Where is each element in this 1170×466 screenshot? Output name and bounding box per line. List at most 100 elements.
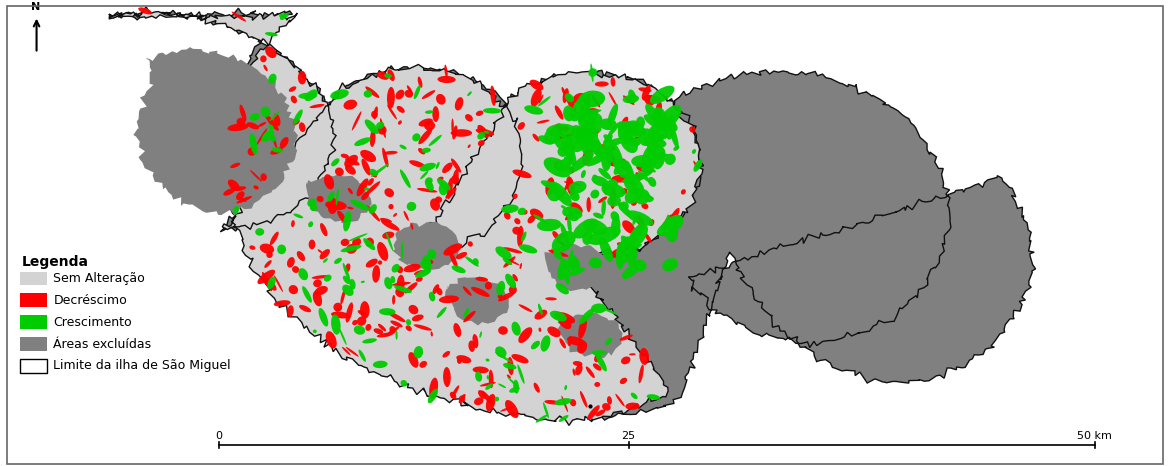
Ellipse shape [415, 269, 431, 278]
Ellipse shape [511, 354, 529, 363]
Ellipse shape [454, 323, 461, 337]
Ellipse shape [644, 159, 653, 178]
Text: Legenda: Legenda [22, 255, 89, 269]
Ellipse shape [538, 135, 553, 145]
Ellipse shape [631, 393, 638, 399]
Ellipse shape [418, 148, 425, 154]
Ellipse shape [495, 397, 500, 401]
Ellipse shape [386, 232, 393, 251]
Ellipse shape [620, 335, 633, 341]
Polygon shape [109, 7, 703, 425]
Ellipse shape [620, 377, 627, 384]
Ellipse shape [373, 106, 378, 120]
Ellipse shape [397, 106, 405, 113]
Ellipse shape [572, 141, 585, 152]
Ellipse shape [365, 238, 374, 247]
Ellipse shape [503, 247, 522, 254]
Ellipse shape [625, 160, 636, 190]
Ellipse shape [599, 237, 613, 262]
Ellipse shape [569, 152, 594, 173]
Ellipse shape [490, 86, 496, 106]
Ellipse shape [570, 399, 577, 406]
Ellipse shape [363, 238, 376, 250]
Ellipse shape [248, 147, 256, 156]
Ellipse shape [292, 266, 300, 273]
Ellipse shape [580, 391, 587, 408]
Ellipse shape [509, 387, 519, 393]
Ellipse shape [473, 258, 479, 266]
Ellipse shape [266, 115, 278, 131]
Ellipse shape [644, 114, 669, 131]
Ellipse shape [621, 130, 633, 144]
Ellipse shape [689, 126, 695, 133]
Ellipse shape [618, 163, 633, 178]
Ellipse shape [384, 151, 398, 155]
Ellipse shape [486, 394, 496, 411]
Ellipse shape [608, 124, 619, 136]
Ellipse shape [589, 258, 603, 268]
Ellipse shape [663, 214, 675, 229]
Ellipse shape [530, 80, 544, 90]
Ellipse shape [571, 125, 590, 144]
Ellipse shape [236, 191, 245, 200]
Ellipse shape [270, 147, 283, 155]
Ellipse shape [289, 86, 296, 92]
Ellipse shape [328, 192, 335, 202]
Ellipse shape [378, 324, 386, 331]
Ellipse shape [388, 204, 393, 209]
Ellipse shape [249, 113, 260, 121]
Ellipse shape [563, 88, 569, 103]
Ellipse shape [384, 277, 393, 289]
Ellipse shape [267, 276, 276, 289]
Ellipse shape [312, 291, 322, 306]
Ellipse shape [240, 105, 247, 122]
Ellipse shape [489, 370, 494, 388]
Ellipse shape [227, 123, 248, 131]
Polygon shape [445, 276, 509, 325]
Ellipse shape [537, 120, 550, 123]
Ellipse shape [238, 196, 247, 202]
Ellipse shape [555, 105, 564, 120]
Ellipse shape [594, 382, 600, 387]
Ellipse shape [398, 120, 401, 125]
Ellipse shape [518, 327, 532, 343]
Ellipse shape [267, 252, 273, 258]
Ellipse shape [406, 325, 412, 331]
Ellipse shape [408, 352, 419, 368]
Ellipse shape [555, 398, 572, 405]
Ellipse shape [352, 111, 362, 130]
Ellipse shape [570, 191, 579, 201]
Ellipse shape [651, 86, 674, 104]
Ellipse shape [287, 305, 294, 317]
Ellipse shape [457, 359, 461, 364]
Ellipse shape [647, 394, 660, 400]
Ellipse shape [365, 86, 379, 98]
Ellipse shape [436, 288, 442, 295]
Ellipse shape [337, 211, 346, 223]
Text: Sem Alteração: Sem Alteração [54, 272, 145, 285]
Ellipse shape [421, 148, 431, 153]
Ellipse shape [646, 158, 649, 171]
Ellipse shape [308, 199, 317, 207]
Ellipse shape [449, 250, 457, 268]
Ellipse shape [294, 213, 303, 219]
Ellipse shape [581, 316, 586, 324]
Ellipse shape [576, 129, 585, 139]
Ellipse shape [476, 129, 494, 136]
Ellipse shape [371, 111, 378, 118]
Ellipse shape [611, 211, 619, 221]
Ellipse shape [363, 338, 377, 343]
Ellipse shape [665, 115, 675, 140]
Ellipse shape [544, 130, 560, 144]
Ellipse shape [373, 328, 384, 334]
Ellipse shape [621, 264, 639, 279]
Ellipse shape [323, 258, 328, 263]
Text: 0: 0 [215, 431, 222, 441]
Ellipse shape [603, 403, 611, 411]
Ellipse shape [505, 274, 516, 288]
Ellipse shape [611, 175, 629, 183]
Ellipse shape [400, 380, 407, 387]
Ellipse shape [638, 171, 651, 183]
Ellipse shape [601, 138, 613, 171]
Ellipse shape [498, 384, 507, 388]
